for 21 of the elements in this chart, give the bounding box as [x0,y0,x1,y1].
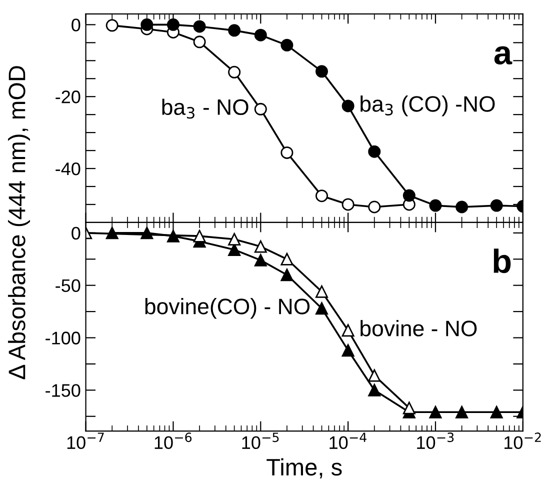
y-tick-label: -150 [46,384,80,397]
y-axis-title: Δ Absorbance (444 nm), mOD [8,66,30,380]
y-tick-label: -40 [56,162,80,176]
x-tick-label: 10$^{−7}$ [67,432,104,450]
annotation: a [494,46,512,65]
series-label: bovine(CO) - NO [145,298,310,319]
x-tick-label: 10$^{−3}$ [417,432,454,450]
y-tick-label: -100 [46,332,80,344]
x-tick-label: 10$^{−5}$ [242,432,279,450]
x-tick-label: 10$^{−4}$ [330,432,366,450]
y-tick-label: -20 [56,90,80,104]
annotation: b [494,248,511,274]
y-tick-label: 0 [72,18,80,32]
x-tick-label: 10$^{−2}$ [504,432,541,450]
y-tick-label: -50 [56,279,80,292]
x-axis-title: Time, s [266,458,342,478]
legend-label: bovine - NO [360,320,477,336]
x-tick-label: 10$^{−6}$ [154,432,192,450]
series-label: ba$_{3}$ - NO [162,98,248,119]
y-tick-label: 0 [72,226,80,240]
legend-label: ba$_{3}$ (CO) -NO [360,96,495,116]
